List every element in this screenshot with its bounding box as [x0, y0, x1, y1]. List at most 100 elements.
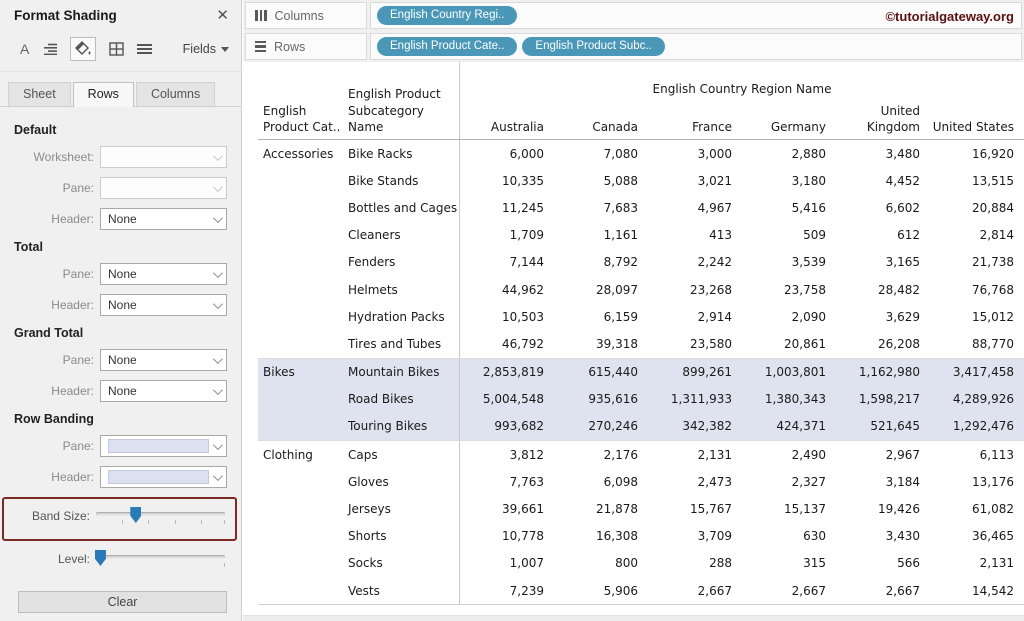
value-cell[interactable]: 5,416 [742, 194, 836, 221]
value-cell[interactable]: 10,503 [460, 303, 554, 330]
value-cell[interactable]: 2,967 [836, 441, 930, 468]
column-header[interactable]: Canada [554, 119, 648, 139]
level-slider[interactable] [96, 549, 227, 573]
color-swatch-dropdown[interactable] [100, 466, 227, 488]
value-cell[interactable]: 1,598,217 [836, 386, 930, 413]
value-cell[interactable]: 315 [742, 550, 836, 577]
value-cell[interactable]: 39,661 [460, 495, 554, 522]
borders-icon[interactable] [109, 42, 124, 56]
level-slider-thumb[interactable] [95, 550, 106, 566]
category-cell[interactable] [258, 222, 345, 249]
value-cell[interactable]: 1,311,933 [648, 386, 742, 413]
spanning-header-label[interactable]: English Country Region Name [460, 70, 1024, 96]
category-cell[interactable] [258, 276, 345, 303]
value-cell[interactable]: 6,000 [460, 140, 554, 167]
subcategory-cell[interactable]: Mountain Bikes [345, 359, 460, 386]
value-cell[interactable]: 342,382 [648, 413, 742, 440]
column-header[interactable]: United States [930, 119, 1024, 139]
value-cell[interactable]: 2,667 [836, 577, 930, 604]
value-cell[interactable]: 6,159 [554, 303, 648, 330]
category-cell[interactable] [258, 386, 345, 413]
category-cell[interactable] [258, 523, 345, 550]
fields-dropdown[interactable]: Fields [183, 42, 229, 56]
value-cell[interactable]: 7,239 [460, 577, 554, 604]
value-cell[interactable]: 76,768 [930, 276, 1024, 303]
value-cell[interactable]: 5,088 [554, 167, 648, 194]
category-cell[interactable] [258, 330, 345, 357]
subcategory-cell[interactable]: Socks [345, 550, 460, 577]
value-cell[interactable]: 3,165 [836, 249, 930, 276]
value-cell[interactable]: 7,683 [554, 194, 648, 221]
value-cell[interactable]: 615,440 [554, 359, 648, 386]
value-cell[interactable]: 23,758 [742, 276, 836, 303]
value-cell[interactable]: 1,162,980 [836, 359, 930, 386]
value-cell[interactable]: 10,335 [460, 167, 554, 194]
subcategory-cell[interactable]: Bike Stands [345, 167, 460, 194]
value-cell[interactable]: 5,906 [554, 577, 648, 604]
value-cell[interactable]: 14,542 [930, 577, 1024, 604]
value-cell[interactable]: 6,113 [930, 441, 1024, 468]
value-cell[interactable]: 1,161 [554, 222, 648, 249]
value-cell[interactable]: 21,878 [554, 495, 648, 522]
value-cell[interactable]: 7,144 [460, 249, 554, 276]
rows-shelf-fields[interactable]: English Product Cate..English Product Su… [370, 33, 1022, 60]
value-cell[interactable]: 15,767 [648, 495, 742, 522]
value-cell[interactable]: 413 [648, 222, 742, 249]
value-cell[interactable]: 3,000 [648, 140, 742, 167]
value-cell[interactable]: 612 [836, 222, 930, 249]
value-cell[interactable]: 899,261 [648, 359, 742, 386]
value-cell[interactable]: 424,371 [742, 413, 836, 440]
value-cell[interactable]: 26,208 [836, 330, 930, 357]
select-dropdown[interactable]: None [100, 380, 227, 402]
value-cell[interactable]: 7,763 [460, 468, 554, 495]
value-cell[interactable]: 993,682 [460, 413, 554, 440]
select-dropdown[interactable]: None [100, 349, 227, 371]
value-cell[interactable]: 2,914 [648, 303, 742, 330]
subcategory-cell[interactable]: Jerseys [345, 495, 460, 522]
value-cell[interactable]: 1,003,801 [742, 359, 836, 386]
value-cell[interactable]: 21,738 [930, 249, 1024, 276]
subcategory-cell[interactable]: Fenders [345, 249, 460, 276]
select-dropdown[interactable]: None [100, 208, 227, 230]
value-cell[interactable]: 23,580 [648, 330, 742, 357]
value-cell[interactable]: 11,245 [460, 194, 554, 221]
band-size-slider-thumb[interactable] [130, 507, 141, 523]
value-cell[interactable]: 28,097 [554, 276, 648, 303]
subcategory-cell[interactable]: Bottles and Cages [345, 194, 460, 221]
value-cell[interactable]: 3,539 [742, 249, 836, 276]
value-cell[interactable]: 800 [554, 550, 648, 577]
value-cell[interactable]: 3,184 [836, 468, 930, 495]
category-cell[interactable] [258, 167, 345, 194]
value-cell[interactable]: 36,465 [930, 523, 1024, 550]
value-cell[interactable]: 61,082 [930, 495, 1024, 522]
value-cell[interactable]: 4,289,926 [930, 386, 1024, 413]
horizontal-scrollbar[interactable] [243, 615, 1024, 621]
value-cell[interactable]: 2,090 [742, 303, 836, 330]
shading-icon[interactable] [70, 37, 96, 61]
value-cell[interactable]: 39,318 [554, 330, 648, 357]
field-pill[interactable]: English Country Regi.. [377, 6, 517, 25]
alignment-icon[interactable] [42, 43, 57, 55]
tab-columns[interactable]: Columns [136, 82, 215, 106]
value-cell[interactable]: 2,131 [930, 550, 1024, 577]
row-header-column-label[interactable]: English Product Cat.. [258, 103, 345, 139]
value-cell[interactable]: 6,098 [554, 468, 648, 495]
value-cell[interactable]: 46,792 [460, 330, 554, 357]
value-cell[interactable]: 2,473 [648, 468, 742, 495]
value-cell[interactable]: 2,131 [648, 441, 742, 468]
value-cell[interactable]: 4,967 [648, 194, 742, 221]
select-dropdown[interactable]: None [100, 294, 227, 316]
value-cell[interactable]: 6,602 [836, 194, 930, 221]
category-cell[interactable]: Bikes [258, 359, 345, 386]
category-cell[interactable]: Clothing [258, 441, 345, 468]
value-cell[interactable]: 88,770 [930, 330, 1024, 357]
color-swatch-dropdown[interactable] [100, 435, 227, 457]
value-cell[interactable]: 8,792 [554, 249, 648, 276]
column-header[interactable]: Australia [460, 119, 554, 139]
category-cell[interactable] [258, 577, 345, 604]
value-cell[interactable]: 20,861 [742, 330, 836, 357]
category-cell[interactable] [258, 468, 345, 495]
column-header[interactable]: Germany [742, 119, 836, 139]
value-cell[interactable]: 3,417,458 [930, 359, 1024, 386]
value-cell[interactable]: 3,021 [648, 167, 742, 194]
